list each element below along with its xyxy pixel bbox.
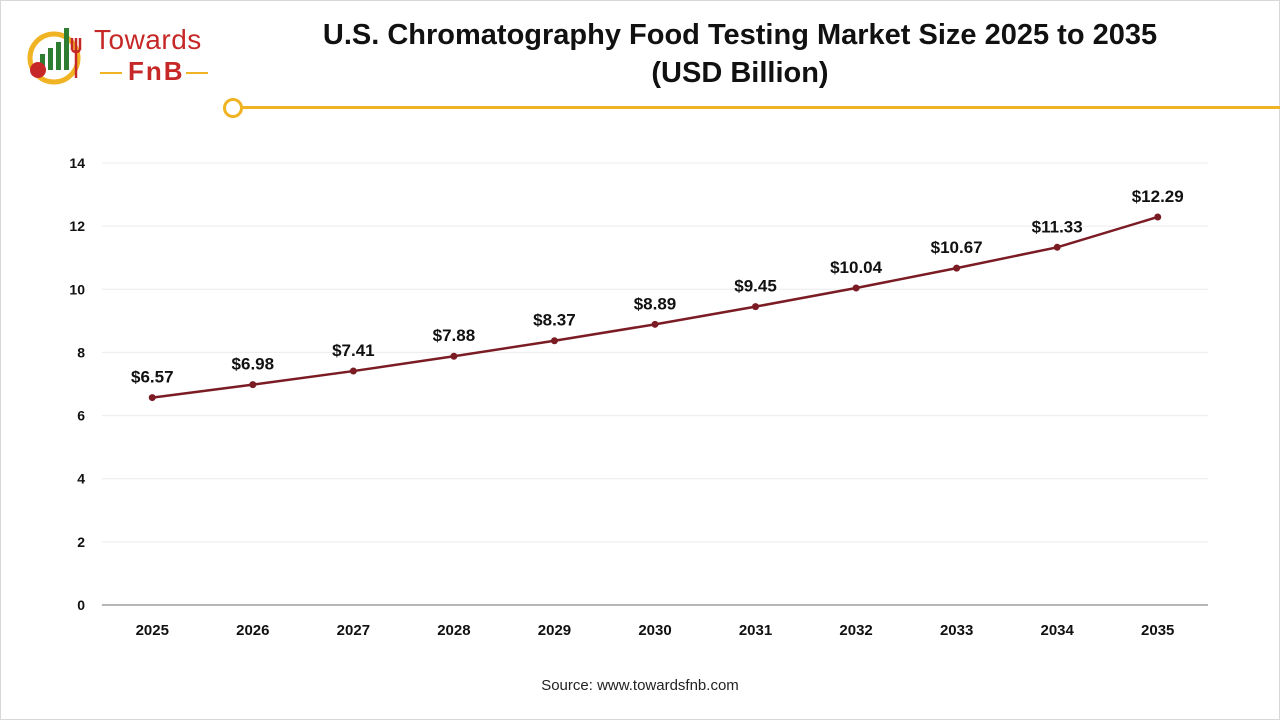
data-point [550, 337, 558, 345]
x-tick-label: 2035 [1141, 622, 1174, 639]
logo-chart-icon [27, 28, 82, 85]
data-point [1053, 243, 1061, 251]
chart-title-line2: (USD Billion) [651, 57, 829, 89]
data-point [651, 320, 659, 328]
x-tick-label: 2027 [337, 622, 370, 639]
data-label: $6.98 [232, 355, 275, 374]
logo-text-top: Towards [94, 24, 202, 55]
y-tick-label: 4 [77, 471, 85, 487]
data-point [1154, 213, 1162, 221]
data-point [852, 284, 860, 292]
data-point [752, 303, 760, 311]
y-tick-label: 6 [77, 408, 85, 424]
data-label: $7.41 [332, 341, 375, 360]
brand-logo: Towards FnB [24, 18, 214, 86]
data-point [249, 381, 257, 389]
x-tick-label: 2026 [236, 622, 269, 639]
data-point [349, 367, 357, 375]
data-label: $9.45 [734, 277, 777, 296]
logo-dash-left [100, 72, 122, 74]
x-tick-label: 2025 [136, 622, 169, 639]
data-label: $10.04 [830, 258, 883, 277]
y-tick-label: 8 [77, 344, 85, 360]
data-point [953, 264, 961, 272]
logo-dash-right [186, 72, 208, 74]
y-tick-label: 2 [77, 534, 85, 550]
data-label: $6.57 [131, 368, 174, 387]
data-point [148, 394, 156, 402]
x-tick-label: 2029 [538, 622, 571, 639]
data-label: $8.89 [634, 294, 677, 313]
x-tick-label: 2034 [1040, 622, 1074, 639]
header-rule-line [240, 106, 1280, 109]
data-point [450, 352, 458, 360]
y-tick-label: 12 [69, 218, 85, 234]
chart-title-line1: U.S. Chromatography Food Testing Market … [322, 19, 1158, 51]
data-label: $7.88 [433, 326, 476, 345]
x-tick-label: 2032 [839, 622, 872, 639]
data-label: $11.33 [1032, 217, 1083, 236]
y-tick-label: 0 [77, 597, 85, 613]
x-tick-label: 2028 [437, 622, 470, 639]
x-tick-label: 2033 [940, 622, 973, 639]
y-tick-label: 14 [69, 155, 85, 171]
chart-title: U.S. Chromatography Food Testing Market … [250, 16, 1230, 92]
logo-text-bottom: FnB [128, 56, 185, 86]
data-label: $8.37 [533, 311, 576, 330]
x-tick-label: 2030 [638, 622, 671, 639]
source-note: Source: www.towardsfnb.com [541, 677, 739, 694]
data-label: $10.67 [931, 238, 983, 257]
y-tick-label: 10 [69, 281, 85, 297]
x-tick-label: 2031 [739, 622, 772, 639]
data-label: $12.29 [1132, 187, 1184, 206]
